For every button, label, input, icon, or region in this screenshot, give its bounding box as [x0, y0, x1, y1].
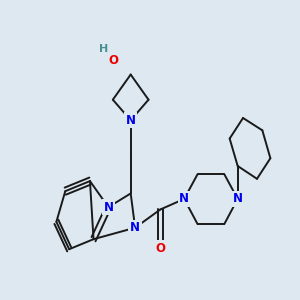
Text: O: O	[155, 242, 165, 255]
Text: N: N	[126, 114, 136, 127]
Text: O: O	[109, 54, 119, 67]
Text: N: N	[179, 192, 189, 206]
Text: H: H	[99, 44, 109, 54]
Text: N: N	[233, 192, 243, 206]
Text: N: N	[130, 221, 140, 234]
Text: N: N	[103, 201, 113, 214]
